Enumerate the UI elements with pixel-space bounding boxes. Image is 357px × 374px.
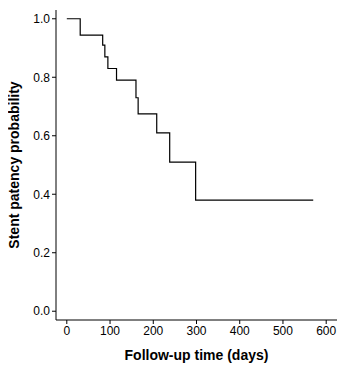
svg-text:0.2: 0.2 bbox=[33, 246, 50, 260]
svg-text:0.4: 0.4 bbox=[33, 188, 50, 202]
svg-text:500: 500 bbox=[273, 324, 293, 338]
svg-text:600: 600 bbox=[316, 324, 336, 338]
svg-text:Follow-up time (days): Follow-up time (days) bbox=[125, 347, 269, 363]
svg-text:0.8: 0.8 bbox=[33, 71, 50, 85]
svg-text:300: 300 bbox=[186, 324, 206, 338]
svg-text:200: 200 bbox=[143, 324, 163, 338]
svg-text:400: 400 bbox=[230, 324, 250, 338]
svg-text:1.0: 1.0 bbox=[33, 12, 50, 26]
svg-text:0: 0 bbox=[63, 324, 70, 338]
svg-text:0.0: 0.0 bbox=[33, 304, 50, 318]
svg-text:100: 100 bbox=[100, 324, 120, 338]
svg-text:0.6: 0.6 bbox=[33, 129, 50, 143]
svg-text:Stent patency probability: Stent patency probability bbox=[8, 81, 22, 248]
